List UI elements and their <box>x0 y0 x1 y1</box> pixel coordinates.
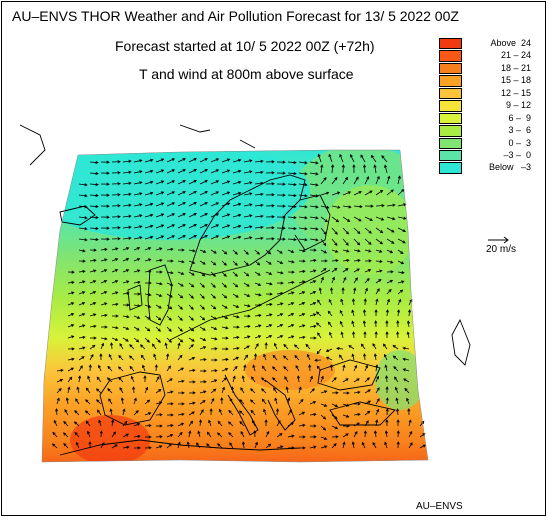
legend-swatch <box>439 63 462 74</box>
legend-label: 6 – 9 <box>508 113 531 124</box>
legend-swatch <box>439 50 462 61</box>
legend-label: 0 – 3 <box>508 138 531 149</box>
legend-item: 6 – 9 <box>439 113 539 125</box>
legend-item: 18 – 21 <box>439 63 539 75</box>
legend-item: 12 – 15 <box>439 88 539 100</box>
legend-item: –3 – 0 <box>439 150 539 162</box>
legend-item: Below –3 <box>439 162 539 174</box>
wind-scale-label: 20 m/s <box>486 244 516 255</box>
legend-item: Above 24 <box>439 38 539 50</box>
legend-label: 18 – 21 <box>501 63 531 74</box>
legend-swatch <box>439 113 462 124</box>
legend-label: –3 – 0 <box>503 150 531 161</box>
legend-item: 9 – 12 <box>439 100 539 112</box>
legend-swatch <box>439 162 462 173</box>
legend-item: 15 – 18 <box>439 75 539 87</box>
legend-swatch <box>439 100 462 111</box>
legend-label: 15 – 18 <box>501 75 531 86</box>
legend-item: 21 – 24 <box>439 50 539 62</box>
legend-label: 21 – 24 <box>501 50 531 61</box>
legend-label: Below –3 <box>489 162 531 173</box>
legend-swatch <box>439 125 462 136</box>
credit-label: AU–ENVS <box>416 501 463 512</box>
legend-swatch <box>439 138 462 149</box>
legend-label: 12 – 15 <box>501 88 531 99</box>
legend-item: 3 – 6 <box>439 125 539 137</box>
legend-swatch <box>439 38 462 49</box>
legend-swatch <box>439 150 462 161</box>
legend-swatch <box>439 88 462 99</box>
temperature-field <box>30 140 440 470</box>
legend-label: 9 – 12 <box>506 100 531 111</box>
legend-item: 0 – 3 <box>439 138 539 150</box>
legend-swatch <box>439 75 462 86</box>
legend-label: Above 24 <box>490 38 531 49</box>
legend-label: 3 – 6 <box>508 125 531 136</box>
